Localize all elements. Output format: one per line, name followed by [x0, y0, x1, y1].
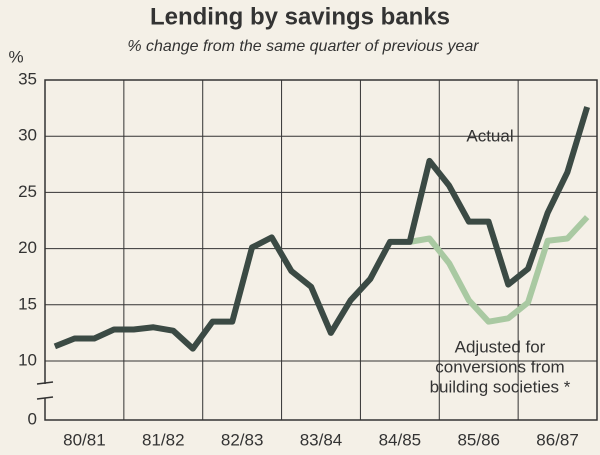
- annotation: building societies *: [430, 377, 571, 396]
- y-tick-label: 35: [18, 69, 37, 88]
- y-axis-label: %: [8, 47, 23, 66]
- axis-break: [36, 381, 54, 385]
- series-line: [409, 215, 590, 325]
- y-tick-label: 25: [18, 182, 37, 201]
- chart-title: Lending by savings banks: [150, 3, 450, 30]
- y-tick-label: 15: [18, 294, 37, 313]
- x-tick-label: 84/85: [379, 430, 422, 449]
- y-tick-label: 20: [18, 238, 37, 257]
- plot-frame: [44, 79, 598, 421]
- axis-break-gap: [39, 384, 51, 398]
- x-tick-label: 81/82: [142, 430, 185, 449]
- annotation: Actual: [466, 126, 513, 145]
- x-tick-label: 80/81: [63, 430, 106, 449]
- y-tick-label: 30: [18, 126, 37, 145]
- x-tick-label: 86/87: [536, 430, 579, 449]
- x-tick-label: 83/84: [300, 430, 343, 449]
- x-tick-label: 82/83: [221, 430, 264, 449]
- y-tick-label: 10: [18, 350, 37, 369]
- chart-subtitle: % change from the same quarter of previo…: [127, 38, 479, 55]
- series-line: [53, 106, 591, 352]
- x-tick-label: 85/86: [457, 430, 500, 449]
- axis-break: [36, 396, 54, 400]
- annotation: Adjusted for: [455, 337, 546, 356]
- annotation: conversions from: [435, 357, 564, 376]
- y-tick-label: 0: [28, 409, 37, 428]
